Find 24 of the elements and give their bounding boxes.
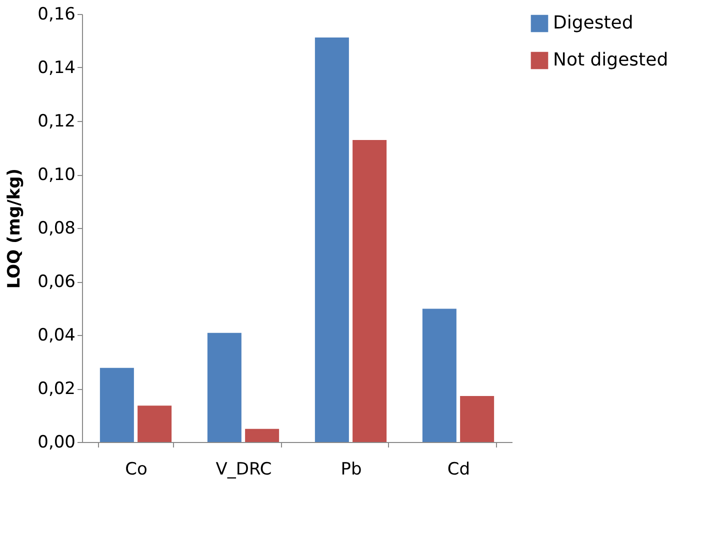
x-tick-label: V_DRC [216,460,272,480]
legend-label: Not digested [553,50,668,70]
bar [138,406,172,442]
bar [422,308,456,442]
legend-label: Digested [553,12,634,34]
y-axis-title: LOQ (mg/kg) [4,168,25,289]
y-tick-label: 0,06 [38,272,76,292]
bar [352,140,387,442]
x-tick-label: Co [125,460,148,480]
y-tick-label: 0,02 [38,379,76,399]
bar [460,396,494,442]
bar [207,332,242,442]
y-tick-label: 0,14 [38,58,76,78]
y-tick-label: 0,08 [38,218,76,238]
y-tick-label: 0,12 [38,112,76,132]
y-tick-label: 0,00 [38,432,76,452]
x-tick-label: Pb [340,460,362,480]
y-tick-label: 0,04 [38,326,76,346]
y-tick-label: 0,10 [38,165,76,185]
x-tick-label: Cd [447,460,470,480]
bar [245,428,280,442]
bar [314,38,349,442]
y-tick-label: 0,16 [38,4,76,24]
bar [100,368,134,442]
